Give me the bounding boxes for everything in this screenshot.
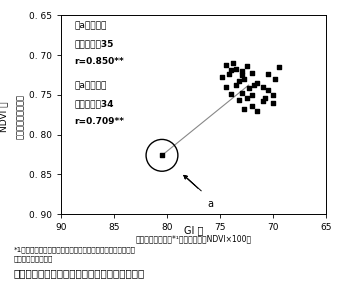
Point bbox=[273, 76, 278, 81]
Point bbox=[255, 80, 260, 85]
Point bbox=[246, 86, 252, 91]
Point bbox=[234, 67, 239, 72]
Point bbox=[255, 108, 260, 113]
Point bbox=[265, 72, 271, 76]
Text: （aを含む）: （aを含む） bbox=[74, 21, 107, 30]
Text: a: a bbox=[208, 199, 214, 209]
Point bbox=[228, 91, 234, 96]
Text: データ数：34: データ数：34 bbox=[74, 99, 114, 108]
Point bbox=[271, 100, 276, 105]
Point bbox=[241, 76, 246, 81]
Point bbox=[265, 88, 271, 92]
Text: （aを除く）: （aを除く） bbox=[74, 81, 107, 90]
Point bbox=[239, 73, 244, 77]
Text: r=0.709**: r=0.709** bbox=[74, 117, 124, 126]
Point bbox=[262, 95, 268, 100]
Point bbox=[230, 61, 236, 65]
Point bbox=[260, 84, 266, 89]
Point bbox=[234, 83, 239, 88]
Point bbox=[226, 72, 232, 76]
Text: 図３　無人ヘリ搭載式と携帯式の測定値の関係: 図３ 無人ヘリ搭載式と携帯式の測定値の関係 bbox=[14, 268, 145, 278]
Point bbox=[250, 103, 255, 108]
Point bbox=[237, 98, 242, 103]
Text: GI 値: GI 値 bbox=[184, 225, 203, 235]
Text: （無人ヘリ搭載式）: （無人ヘリ搭載式） bbox=[16, 94, 25, 139]
Point bbox=[220, 75, 225, 80]
Text: r=0.850**: r=0.850** bbox=[74, 57, 124, 66]
Point bbox=[237, 78, 242, 83]
Point bbox=[250, 92, 255, 97]
Text: データ数：35: データ数：35 bbox=[74, 39, 114, 48]
Point bbox=[239, 91, 244, 96]
Point bbox=[260, 99, 266, 104]
Point bbox=[239, 69, 244, 73]
Text: （携帯式測定装置*¹の表示値．＝NDVI×100）: （携帯式測定装置*¹の表示値．＝NDVI×100） bbox=[136, 234, 252, 243]
Point bbox=[159, 153, 165, 158]
Point bbox=[223, 84, 228, 89]
Point bbox=[244, 95, 250, 100]
Point bbox=[244, 64, 250, 69]
Text: *1：成果情報名「水稲の生育を診断する非接触の携帯式生育: *1：成果情報名「水稲の生育を診断する非接触の携帯式生育 bbox=[14, 246, 136, 253]
Text: 情報測定装置」: 情報測定装置」 bbox=[14, 256, 53, 262]
Point bbox=[252, 83, 257, 88]
Point bbox=[241, 107, 246, 112]
Point bbox=[271, 92, 276, 97]
Point bbox=[228, 68, 234, 73]
Point bbox=[223, 62, 228, 67]
Point bbox=[250, 70, 255, 75]
Text: NDVI 値: NDVI 値 bbox=[0, 101, 8, 132]
Point bbox=[276, 65, 282, 69]
